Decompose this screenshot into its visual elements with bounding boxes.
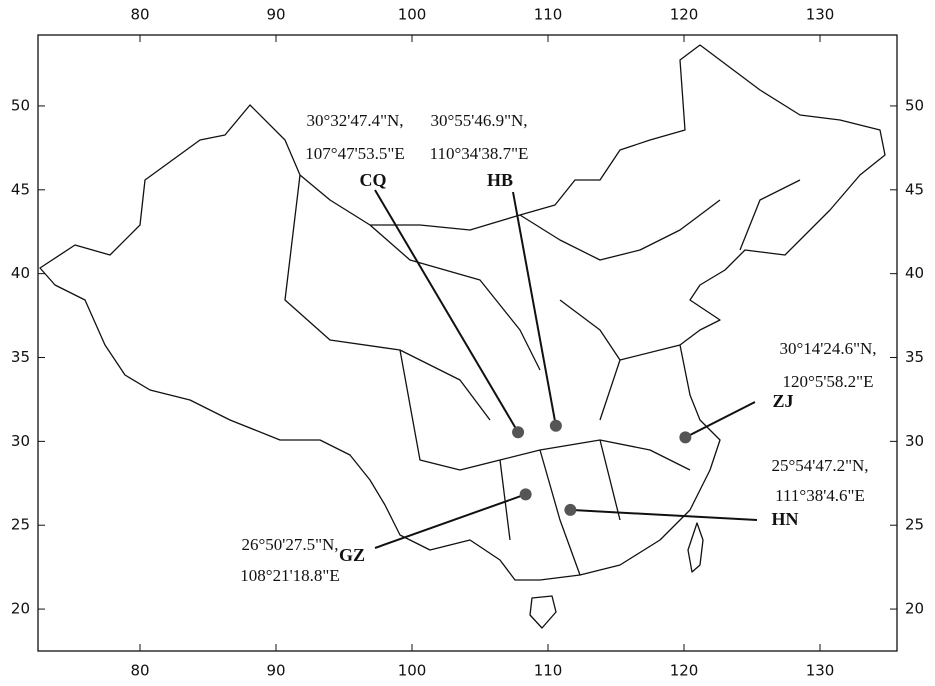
y-tick-label: 50 [11, 96, 30, 114]
site-marker [519, 488, 532, 501]
y-tick-label: 35 [11, 348, 30, 366]
site-lon: 110°34'38.7"E [430, 144, 529, 163]
x-tick-label: 120 [670, 662, 699, 680]
site-marker [679, 431, 692, 444]
site-lat: 30°14'24.6"N, [779, 339, 876, 358]
site-marker [549, 419, 562, 432]
x-tick-label: 120 [670, 6, 699, 24]
site-marker [512, 426, 525, 439]
x-tick-label: 100 [398, 662, 427, 680]
y-tick-label: 20 [905, 600, 924, 618]
site-code: CQ [360, 170, 387, 190]
y-tick-label: 20 [11, 600, 30, 618]
country-outline [39, 44, 886, 581]
site-lat: 25°54'47.2"N, [771, 456, 868, 475]
leader-line [512, 191, 557, 426]
site-marker [564, 503, 577, 516]
x-tick-label: 110 [534, 662, 563, 680]
y-tick-label: 30 [11, 432, 30, 450]
y-tick-label: 30 [905, 432, 924, 450]
site-lon: 111°38'4.6"E [775, 486, 865, 505]
x-tick-label: 130 [806, 662, 835, 680]
site-lon: 108°21'18.8"E [240, 566, 339, 585]
site-lon: 107°47'53.5"E [305, 144, 404, 163]
taiwan [687, 522, 704, 573]
site-code: HB [487, 170, 513, 190]
leader-line [570, 508, 758, 521]
y-tick-label: 45 [11, 180, 30, 198]
x-tick-label: 90 [266, 662, 285, 680]
hainan [529, 595, 557, 629]
site-lat: 30°55'46.9"N, [430, 111, 527, 130]
x-tick-label: 110 [534, 6, 563, 24]
site-code: ZJ [772, 391, 793, 411]
y-tick-label: 35 [905, 348, 924, 366]
x-tick-label: 80 [130, 6, 149, 24]
x-tick-label: 90 [266, 6, 285, 24]
leader-line [374, 493, 526, 549]
province-borders [284, 174, 801, 576]
y-tick-label: 45 [905, 180, 924, 198]
y-tick-label: 40 [11, 264, 30, 282]
site-lat: 30°32'47.4"N, [306, 111, 403, 130]
x-tick-label: 130 [806, 6, 835, 24]
y-tick-label: 25 [11, 516, 30, 534]
frame [37, 34, 898, 652]
leader-line [374, 189, 519, 433]
y-tick-label: 40 [905, 264, 924, 282]
y-tick-label: 50 [905, 96, 924, 114]
leader-line [684, 401, 756, 439]
x-tick-label: 80 [130, 662, 149, 680]
y-tick-label: 25 [905, 516, 924, 534]
site-lat: 26°50'27.5"N, [241, 535, 338, 554]
x-tick-label: 100 [398, 6, 427, 24]
site-code: GZ [339, 545, 365, 565]
site-code: HN [772, 509, 799, 529]
site-lon: 120°5'58.2"E [783, 372, 874, 391]
